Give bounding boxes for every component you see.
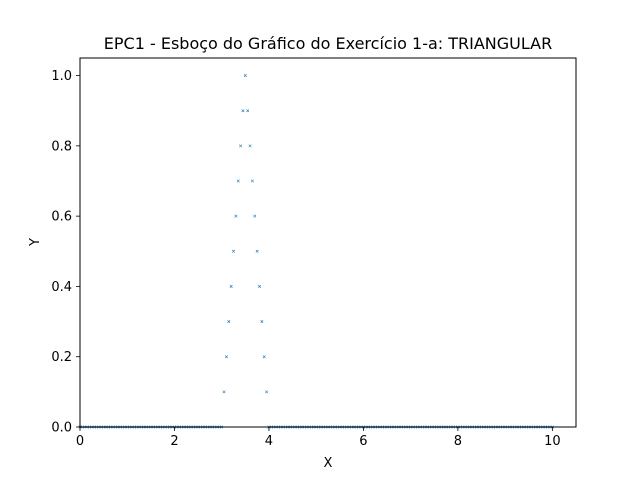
data-point xyxy=(265,390,269,394)
x-axis-ticks: 0 2 4 6 8 10 xyxy=(76,427,561,449)
y-axis-label: Y xyxy=(28,238,43,247)
data-point xyxy=(229,284,233,288)
x-axis-label: X xyxy=(324,456,333,471)
data-point xyxy=(255,249,259,253)
x-tick-label: 0 xyxy=(76,434,84,449)
data-point xyxy=(260,320,264,324)
x-tick-label: 6 xyxy=(359,434,367,449)
y-tick-label: 0.8 xyxy=(51,139,72,154)
chart-title: EPC1 - Esboço do Gráfico do Exercício 1-… xyxy=(104,34,552,53)
data-point xyxy=(232,249,236,253)
data-point xyxy=(257,284,262,288)
data-point xyxy=(262,355,266,359)
plot-frame xyxy=(79,57,577,428)
data-point xyxy=(248,144,252,148)
data-point xyxy=(243,74,247,78)
data-point xyxy=(222,390,226,394)
data-point xyxy=(250,179,254,183)
x-tick-label: 10 xyxy=(544,434,561,449)
data-point xyxy=(246,109,250,113)
y-axis-ticks: 0.0 0.2 0.4 0.6 0.8 1.0 xyxy=(51,69,80,436)
x-tick-label: 8 xyxy=(454,434,462,449)
y-tick-label: 0.2 xyxy=(51,350,72,365)
x-tick-label: 4 xyxy=(265,434,273,449)
data-point xyxy=(234,214,238,218)
data-point xyxy=(236,179,240,183)
y-tick-label: 0.0 xyxy=(51,421,72,436)
y-tick-label: 0.6 xyxy=(51,210,72,225)
data-point xyxy=(253,214,257,218)
x-tick-label: 2 xyxy=(170,434,178,449)
y-tick-label: 1.0 xyxy=(51,69,72,84)
data-point xyxy=(227,320,231,324)
y-tick-label: 0.4 xyxy=(51,280,72,295)
data-point xyxy=(241,109,245,113)
data-point xyxy=(224,355,228,359)
data-point xyxy=(239,144,243,148)
